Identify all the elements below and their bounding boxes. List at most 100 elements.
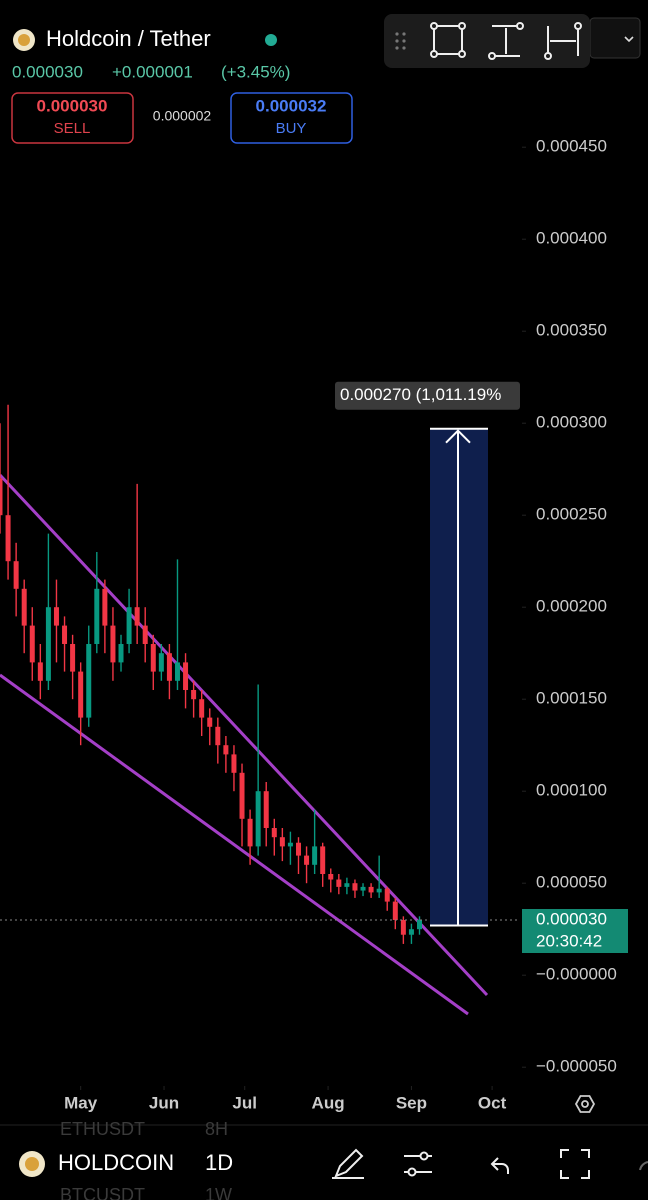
- tool-price-range[interactable]: [488, 22, 524, 60]
- y-tick-label: 0.000150: [536, 689, 607, 708]
- candle-body: [29, 625, 35, 663]
- candle-body: [231, 754, 237, 773]
- last-price: 0.000030: [12, 62, 83, 81]
- x-tick-label: Jul: [232, 1093, 257, 1112]
- x-tick-label: Aug: [312, 1093, 345, 1112]
- tool-date-range[interactable]: [544, 22, 582, 60]
- candle-body: [174, 662, 180, 681]
- undo-icon[interactable]: [490, 1157, 509, 1174]
- candle-body: [312, 846, 318, 865]
- candle-body: [408, 929, 414, 935]
- candle-body: [255, 791, 261, 847]
- y-tick-label: 0.000050: [536, 873, 607, 892]
- candle-body: [191, 690, 197, 700]
- y-tick-label: 0.000400: [536, 229, 607, 248]
- buy-label: BUY: [276, 120, 307, 137]
- candle-body: [134, 607, 140, 626]
- y-tick-label: 0.000450: [536, 137, 607, 156]
- ghost-interval: 1W: [205, 1185, 232, 1200]
- candle-body: [279, 837, 285, 847]
- candle-body: [247, 818, 253, 847]
- price-change: +0.000001: [112, 62, 193, 81]
- candle-body: [110, 625, 116, 663]
- candle-body: [21, 588, 27, 626]
- edge-icon: [639, 1161, 648, 1171]
- candle-body: [142, 625, 148, 644]
- candle-body: [417, 920, 423, 930]
- x-tick-label: Oct: [478, 1093, 507, 1112]
- candle-body: [62, 625, 68, 644]
- buy-price: 0.000032: [256, 96, 327, 115]
- candle-body: [328, 874, 334, 880]
- candle-body: [336, 879, 342, 887]
- symbol-title[interactable]: Holdcoin / Tether: [46, 26, 211, 51]
- buy-button[interactable]: [230, 92, 353, 144]
- candle-body: [271, 828, 277, 838]
- candle-body: [384, 888, 390, 902]
- draw-icon[interactable]: [332, 1148, 364, 1179]
- sell-label: SELL: [54, 120, 91, 137]
- candle-body: [239, 772, 245, 819]
- coin-logo-inner: [18, 34, 30, 46]
- settings-icon[interactable]: [574, 1095, 596, 1113]
- candle-body: [263, 791, 269, 828]
- price-tag: [522, 909, 628, 953]
- market-status: [265, 34, 277, 46]
- y-tick-label: 0.000250: [536, 505, 607, 524]
- candle-body: [215, 726, 221, 746]
- candle-body: [126, 607, 132, 644]
- candle-body: [78, 671, 84, 718]
- candle-body: [207, 717, 213, 727]
- candle-body: [400, 920, 406, 935]
- fullscreen-icon[interactable]: [560, 1149, 590, 1179]
- y-tick-label: 0.000350: [536, 321, 607, 340]
- price-change-pct: (+3.45%): [221, 62, 290, 81]
- candle-body: [287, 842, 293, 847]
- tool-rectangle[interactable]: [430, 22, 466, 58]
- candle-body: [344, 883, 350, 887]
- candle-body: [102, 588, 108, 626]
- drag-handle[interactable]: [395, 32, 406, 50]
- x-tick-label: Jun: [149, 1093, 179, 1112]
- candle-body: [166, 653, 172, 681]
- y-tick-label: 0.000300: [536, 413, 607, 432]
- y-tick-label: −0.000000: [536, 965, 617, 984]
- candle-body: [295, 842, 301, 856]
- price-tag-timer: 20:30:42: [536, 931, 602, 950]
- y-tick-label: −0.000050: [536, 1057, 617, 1076]
- candle-body: [360, 886, 366, 891]
- coin-logo-inner: [25, 1157, 39, 1171]
- dropdown-chevron: [624, 36, 634, 43]
- candle-body: [368, 886, 374, 893]
- candle-body: [13, 561, 19, 589]
- sell-button[interactable]: [11, 92, 134, 144]
- candle-body: [320, 846, 326, 874]
- candle-body: [70, 644, 76, 672]
- ghost-symbol: BTCUSDT: [60, 1185, 145, 1200]
- indicators-icon[interactable]: [404, 1151, 432, 1177]
- candle-body: [183, 662, 189, 690]
- candle-body: [5, 515, 11, 562]
- y-tick-label: 0.000100: [536, 781, 607, 800]
- candle-body: [0, 478, 3, 516]
- trendline-upper: [0, 473, 489, 997]
- candle-body: [392, 901, 398, 920]
- candle-body: [150, 644, 156, 672]
- candle-body: [352, 883, 358, 891]
- candle-body: [86, 644, 92, 718]
- candle-body: [304, 855, 310, 865]
- candle-body: [158, 653, 164, 672]
- measure-label-box: [335, 381, 520, 410]
- candle-body: [37, 662, 43, 681]
- price-tag-label: 0.000030: [536, 909, 607, 928]
- bottom-symbol[interactable]: HOLDCOIN: [58, 1150, 174, 1175]
- y-tick-label: 0.000200: [536, 597, 607, 616]
- plot: 0.000450 0.000400 0.000350 0.000300 0.000250…: [0, 137, 617, 1112]
- measure-arrowhead: [445, 429, 471, 444]
- candle-body: [376, 888, 382, 893]
- sell-price: 0.000030: [37, 96, 108, 115]
- spread: 0.000002: [153, 108, 212, 124]
- bottom-interval[interactable]: 1D: [205, 1150, 233, 1175]
